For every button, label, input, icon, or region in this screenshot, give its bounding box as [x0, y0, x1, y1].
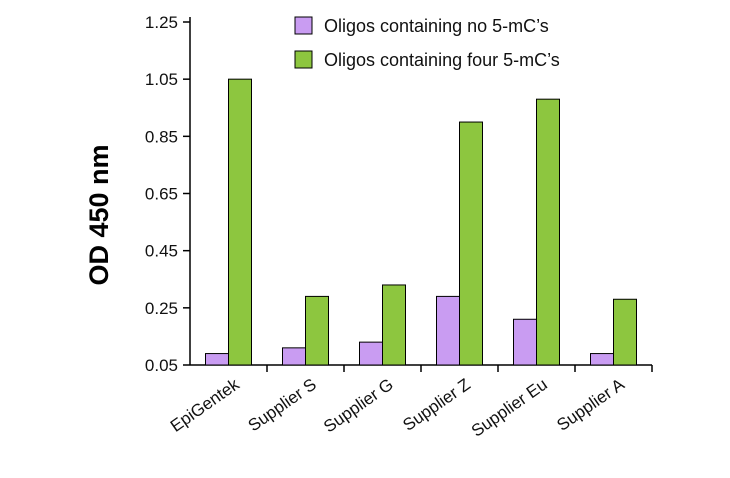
category-label-supplier-z: Supplier Z	[399, 375, 473, 435]
category-label-supplier-a: Supplier A	[553, 374, 628, 434]
y-tick-label: 0.25	[145, 299, 178, 318]
category-label-supplier-g: Supplier G	[320, 375, 397, 437]
category-label-epigentek: EpiGentek	[167, 374, 243, 435]
bar-no-5mc-supplier-eu	[513, 318, 537, 366]
bar-no-5mc-supplier-s	[282, 347, 306, 366]
bar-no-5mc-supplier-a	[590, 353, 614, 366]
bar-no-5mc-epigentek	[205, 353, 229, 366]
y-axis-label: OD 450 nm	[84, 144, 114, 285]
category-label-supplier-eu: Supplier Eu	[468, 375, 551, 441]
legend-label-no-5mc: Oligos containing no 5-mC’s	[324, 16, 549, 36]
legend-swatch-four-5mc	[294, 50, 313, 69]
y-tick-label: 0.05	[145, 356, 178, 375]
bar-four-5mc-epigentek	[228, 78, 252, 366]
y-tick-label: 1.05	[145, 70, 178, 89]
bar-four-5mc-supplier-s	[305, 295, 329, 366]
category-label-supplier-s: Supplier S	[245, 375, 320, 436]
bar-four-5mc-supplier-eu	[536, 98, 560, 366]
y-tick-label: 0.45	[145, 242, 178, 261]
bar-four-5mc-supplier-z	[459, 121, 483, 366]
y-ticks: 0.05 0.25 0.45 0.65 0.85 1.05 1.25	[145, 13, 653, 375]
y-tick-label: 0.65	[145, 185, 178, 204]
bars	[205, 78, 637, 366]
y-tick-label: 0.85	[145, 127, 178, 146]
category-labels: EpiGentek Supplier S Supplier G Supplier ZS…	[167, 374, 628, 440]
legend-label-four-5mc: Oligos containing four 5-mC’s	[324, 50, 560, 70]
bar-no-5mc-supplier-g	[359, 341, 383, 366]
legend-swatch-no-5mc	[294, 16, 313, 35]
y-tick-label: 1.25	[145, 13, 178, 32]
legend: Oligos containing no 5-mC’s Oligos conta…	[294, 16, 560, 70]
bar-four-5mc-supplier-a	[613, 298, 637, 366]
bar-four-5mc-supplier-g	[382, 284, 406, 366]
bar-no-5mc-supplier-z	[436, 295, 460, 366]
